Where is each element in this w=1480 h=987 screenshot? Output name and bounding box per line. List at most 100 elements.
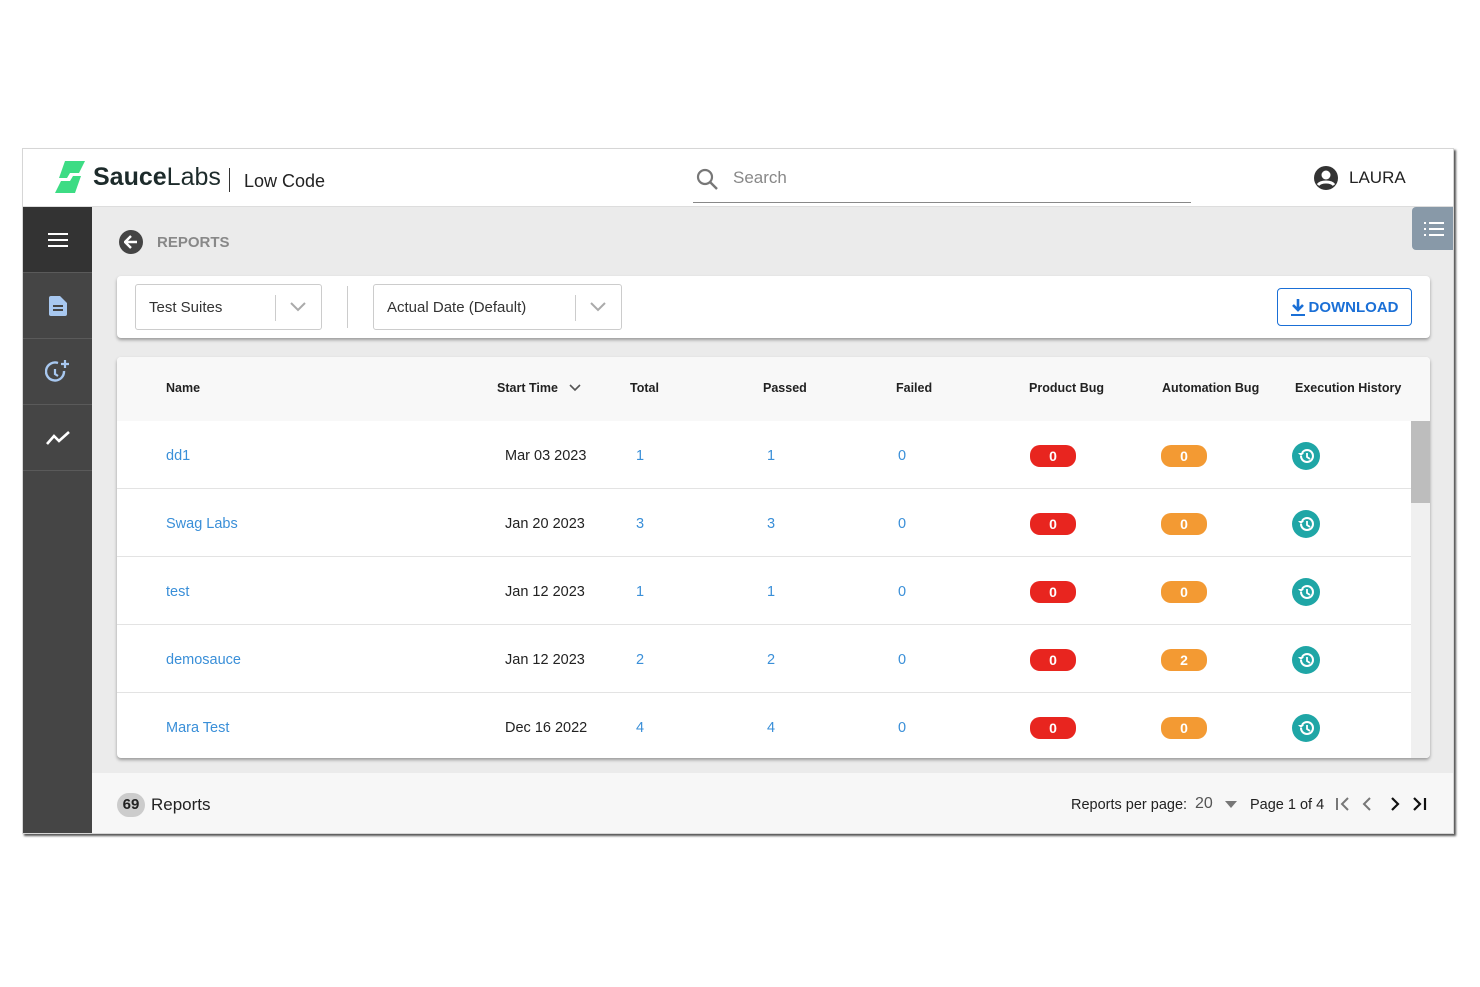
scrollbar-thumb[interactable] — [1411, 421, 1430, 503]
failed-link[interactable]: 0 — [898, 448, 907, 464]
sidebar — [23, 207, 92, 833]
report-name-link[interactable]: test — [166, 584, 190, 600]
first-page-icon[interactable] — [1335, 797, 1351, 811]
download-icon — [1290, 298, 1305, 316]
pagination-footer: 69 Reports Reports per page: 20 Page 1 o… — [92, 773, 1453, 833]
column-automation-bug: Automation Bug — [1162, 381, 1260, 395]
execution-history-button[interactable] — [1292, 714, 1320, 742]
next-page-icon[interactable] — [1389, 797, 1401, 811]
divider — [229, 168, 230, 192]
table-row: demosauce Jan 12 2023 2 2 0 0 2 — [117, 625, 1411, 693]
automation-bug-badge[interactable]: 0 — [1161, 445, 1207, 467]
group-by-select[interactable]: Test Suites — [135, 284, 322, 330]
start-time: Dec 16 2022 — [505, 720, 588, 736]
per-page-label: Reports per page: — [1071, 797, 1188, 813]
saucelabs-logo-icon — [55, 161, 85, 193]
table-row: test Jan 12 2023 1 1 0 0 0 — [117, 557, 1411, 625]
sort-chevron-down-icon[interactable] — [569, 384, 581, 392]
execution-history-button[interactable] — [1292, 578, 1320, 606]
menu-icon — [47, 232, 68, 247]
automation-bug-badge[interactable]: 0 — [1161, 581, 1207, 603]
last-page-icon[interactable] — [1412, 797, 1428, 811]
failed-link[interactable]: 0 — [898, 720, 907, 736]
search-input[interactable]: Search — [693, 161, 1191, 203]
list-icon — [1423, 221, 1444, 236]
passed-link[interactable]: 1 — [767, 448, 776, 464]
automation-bug-badge[interactable]: 0 — [1161, 513, 1207, 535]
schedule-add-icon — [44, 359, 69, 382]
trend-icon — [45, 430, 70, 445]
history-icon — [1298, 584, 1314, 599]
passed-link[interactable]: 4 — [767, 720, 776, 736]
execution-history-button[interactable] — [1292, 442, 1320, 470]
start-time: Mar 03 2023 — [505, 448, 587, 464]
total-link[interactable]: 3 — [636, 516, 645, 532]
product-bug-badge[interactable]: 0 — [1030, 717, 1076, 739]
search-icon — [696, 168, 718, 190]
product-bug-badge[interactable]: 0 — [1030, 581, 1076, 603]
total-link[interactable]: 1 — [636, 584, 645, 600]
user-menu[interactable]: LAURA — [1313, 165, 1406, 191]
history-icon — [1298, 652, 1314, 667]
sidebar-item-analytics[interactable] — [23, 405, 92, 471]
table-row: Mara Test Dec 16 2022 4 4 0 0 0 — [117, 693, 1411, 758]
failed-link[interactable]: 0 — [898, 516, 907, 532]
report-name-link[interactable]: Mara Test — [166, 720, 230, 736]
top-header: SauceLabs Low Code Search LAURA — [23, 149, 1453, 207]
passed-link[interactable]: 2 — [767, 652, 776, 668]
failed-link[interactable]: 0 — [898, 652, 907, 668]
history-icon — [1298, 448, 1314, 463]
product-name: Low Code — [244, 171, 326, 191]
document-icon — [48, 295, 67, 316]
automation-bug-badge[interactable]: 2 — [1161, 649, 1207, 671]
filter-bar: Test Suites Actual Date (Default) DOWNLO… — [117, 276, 1430, 338]
report-name-link[interactable]: dd1 — [166, 448, 191, 464]
table-header: Name Start Time Total Passed Failed Prod… — [117, 357, 1430, 421]
product-bug-badge[interactable]: 0 — [1030, 649, 1076, 671]
page-info: Page 1 of 4 — [1250, 797, 1325, 813]
product-bug-badge[interactable]: 0 — [1030, 513, 1076, 535]
history-icon — [1298, 516, 1314, 531]
sidebar-item-reports[interactable] — [23, 273, 92, 339]
per-page-select[interactable]: 20 — [1195, 795, 1237, 813]
total-link[interactable]: 1 — [636, 448, 645, 464]
automation-bug-badge[interactable]: 0 — [1161, 717, 1207, 739]
back-button[interactable] — [119, 230, 143, 254]
total-link[interactable]: 4 — [636, 720, 645, 736]
column-total: Total — [630, 381, 659, 395]
chevron-down-icon — [590, 302, 606, 312]
passed-link[interactable]: 1 — [767, 584, 776, 600]
account-icon — [1314, 166, 1338, 190]
history-icon — [1298, 720, 1314, 735]
column-execution-history: Execution History — [1295, 381, 1402, 395]
download-button[interactable]: DOWNLOAD — [1277, 288, 1412, 326]
report-name-link[interactable]: demosauce — [166, 652, 241, 668]
reports-table: Name Start Time Total Passed Failed Prod… — [117, 357, 1430, 758]
execution-history-button[interactable] — [1292, 646, 1320, 674]
start-time: Jan 20 2023 — [505, 516, 585, 532]
sidebar-menu-button[interactable] — [23, 207, 92, 273]
table-row: dd1 Mar 03 2023 1 1 0 0 0 — [117, 421, 1411, 489]
arrow-left-icon — [124, 235, 137, 249]
sidebar-item-schedule[interactable] — [23, 339, 92, 405]
passed-link[interactable]: 3 — [767, 516, 776, 532]
execution-history-button[interactable] — [1292, 510, 1320, 538]
start-time: Jan 12 2023 — [505, 584, 585, 600]
column-passed: Passed — [763, 381, 807, 395]
date-mode-select[interactable]: Actual Date (Default) — [373, 284, 622, 330]
page-title: REPORTS — [157, 234, 230, 251]
column-start-time[interactable]: Start Time — [497, 381, 558, 395]
chevron-down-icon — [290, 302, 306, 312]
previous-page-icon[interactable] — [1361, 797, 1373, 811]
product-bug-badge[interactable]: 0 — [1030, 445, 1076, 467]
brand-name: SauceLabs — [93, 163, 221, 191]
column-name: Name — [166, 381, 201, 395]
failed-link[interactable]: 0 — [898, 584, 907, 600]
report-count-label: Reports — [151, 795, 211, 814]
divider — [347, 286, 348, 328]
report-name-link[interactable]: Swag Labs — [166, 516, 238, 532]
list-view-button[interactable] — [1412, 207, 1453, 250]
caret-down-icon — [1224, 800, 1237, 808]
scrollbar[interactable] — [1411, 421, 1430, 758]
total-link[interactable]: 2 — [636, 652, 645, 668]
